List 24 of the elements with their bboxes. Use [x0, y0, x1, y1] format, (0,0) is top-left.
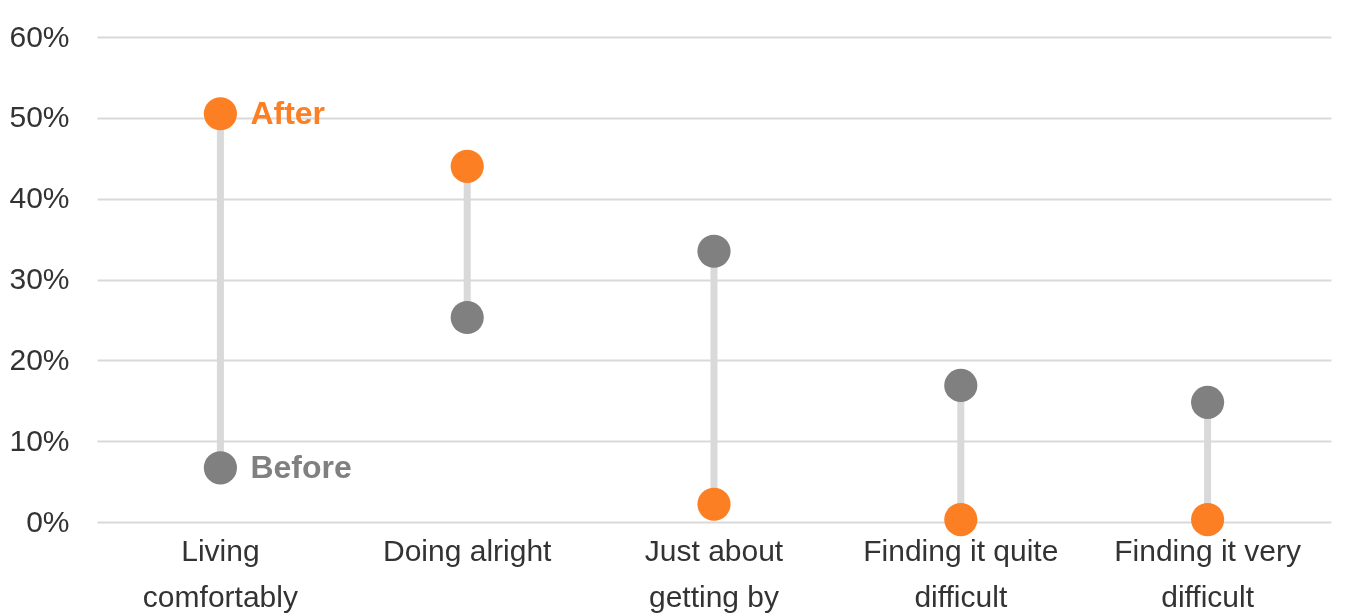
y-tick-label: 60% [9, 19, 70, 53]
series-label: After [250, 94, 326, 131]
point [944, 503, 978, 537]
x-tick-label: Finding it quite difficult [863, 533, 1059, 613]
point [697, 487, 731, 521]
y-tick-label: 30% [9, 262, 70, 295]
x-tick-label: Living comfortably [142, 533, 298, 613]
point [203, 451, 237, 485]
y-tick-label: 20% [9, 342, 70, 376]
y-tick-label: 10% [9, 423, 70, 457]
x-tick-label: Finding it very difficult [1114, 533, 1301, 613]
point [944, 368, 978, 402]
point [450, 149, 484, 183]
point [450, 300, 484, 335]
y-tick-label: 40% [9, 181, 70, 215]
series-label: Before [250, 448, 352, 485]
x-tick-label: Doing alright [382, 533, 553, 567]
point [203, 97, 237, 131]
point [1191, 385, 1225, 419]
x-tick-label: Just about getting by [644, 533, 784, 613]
y-tick-label: 0% [26, 504, 70, 538]
y-tick-label: 50% [9, 100, 70, 134]
point [697, 234, 731, 268]
point [1191, 503, 1225, 537]
